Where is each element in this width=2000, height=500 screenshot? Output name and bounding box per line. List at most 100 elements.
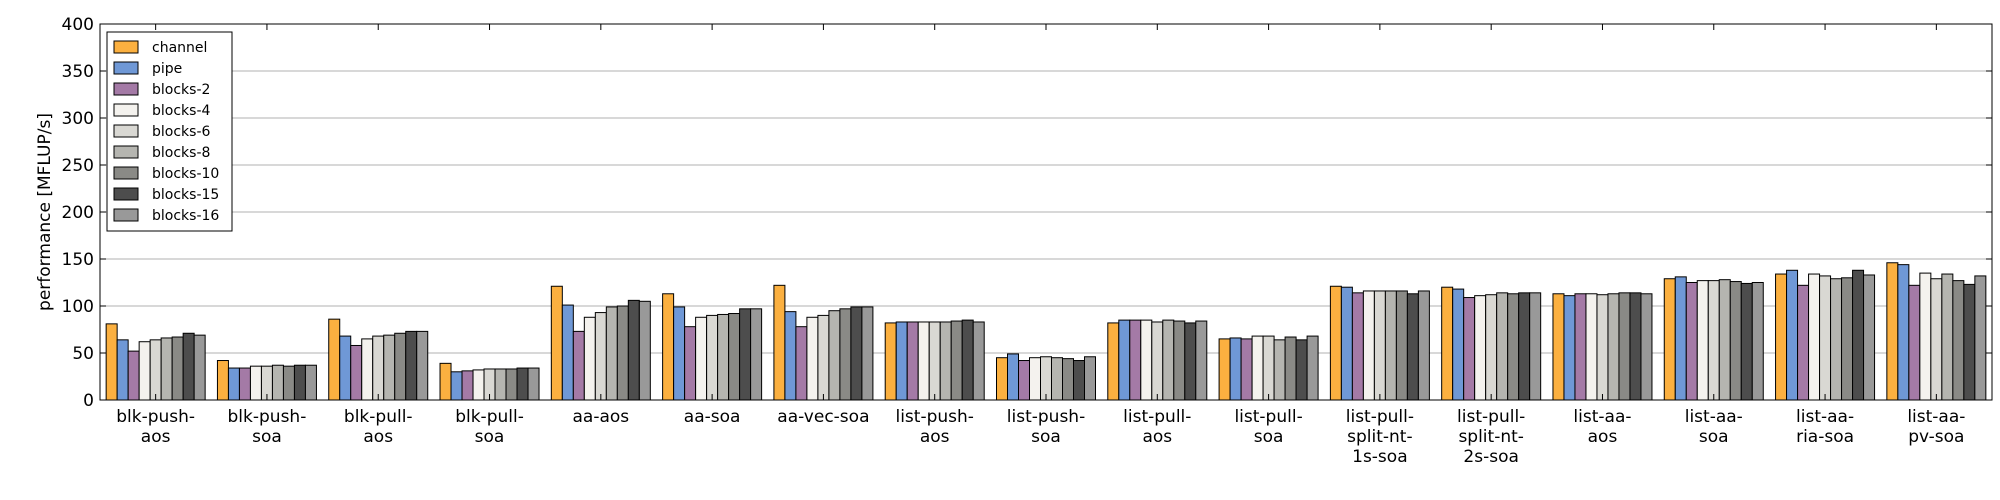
bar-blocks-16	[1084, 356, 1096, 401]
bar-pipe	[895, 321, 908, 401]
y-tick-label: 200	[62, 203, 94, 223]
y-axis: 0 50 100 150 200 250 300 350 400	[62, 15, 1992, 411]
bar-blocks-4	[1808, 273, 1821, 401]
bar-channel	[996, 357, 1008, 401]
bar-blocks-6	[1819, 275, 1832, 401]
bar-blocks-10	[1284, 336, 1297, 401]
bar-blocks-15	[1295, 339, 1308, 401]
bar-blocks-2	[906, 321, 919, 401]
bar-blocks-10	[1395, 290, 1408, 401]
bar-blocks-8	[605, 306, 618, 401]
bar-blocks-4	[583, 316, 596, 401]
bar-blocks-6	[1596, 294, 1609, 401]
legend-swatch-blocks-10	[113, 166, 139, 180]
bar-blocks-2	[1018, 360, 1030, 401]
bar-blocks-2	[1463, 297, 1476, 401]
x-category-label: list-push-soa	[1007, 407, 1085, 447]
bar-blocks-16	[193, 334, 206, 401]
bar-blocks-8	[1051, 357, 1063, 401]
bar-channel	[105, 323, 118, 401]
bar-channel	[884, 322, 897, 401]
bar-blocks-6	[1040, 356, 1052, 401]
y-tick-label: 250	[62, 156, 94, 176]
bar-blocks-10	[1952, 280, 1965, 401]
bar-blocks-4	[249, 365, 262, 401]
bar-pipe	[450, 371, 463, 401]
bar-blocks-16	[527, 367, 540, 401]
bar-blocks-10	[1729, 281, 1742, 401]
bar-blocks-8	[1162, 319, 1175, 401]
bar-blocks-8	[383, 334, 396, 401]
bar-blocks-4	[1919, 272, 1932, 401]
bar-blocks-16	[304, 364, 317, 401]
x-category-label: aa-vec-soa	[777, 407, 869, 427]
legend-label: blocks-8	[152, 145, 210, 161]
bar-pipe	[784, 311, 797, 401]
bar-blocks-16	[1529, 292, 1542, 401]
bar-blocks-2	[1240, 338, 1253, 401]
bar-blocks-6	[1373, 290, 1386, 401]
legend-label: blocks-4	[152, 103, 210, 119]
bar-blocks-8	[939, 321, 952, 401]
bar-blocks-8	[160, 337, 173, 401]
x-category-label: blk-pull-aos	[344, 407, 413, 447]
x-category-label: list-pull-split-nt-2s-soa	[1457, 407, 1525, 467]
bar-blocks-2	[572, 330, 585, 401]
bar-blocks-8	[494, 368, 507, 401]
bar-blocks-10	[616, 305, 629, 401]
bar-blocks-4	[1585, 293, 1598, 401]
x-category-label: list-push-aos	[895, 407, 973, 447]
bar-pipe	[561, 304, 574, 401]
bar-blocks-16	[1751, 282, 1764, 401]
bar-blocks-6	[706, 314, 719, 401]
bar-blocks-2	[1685, 282, 1698, 401]
bar-blocks-6	[149, 339, 162, 401]
bar-blocks-15	[850, 306, 863, 401]
bar-blocks-4	[1251, 335, 1264, 401]
bar-blocks-6	[1151, 321, 1164, 401]
bar-blocks-2	[795, 326, 808, 401]
bar-blocks-8	[1607, 293, 1620, 401]
legend-swatch-pipe	[113, 61, 139, 75]
bar-blocks-16	[1863, 274, 1876, 401]
bar-channel	[1329, 285, 1342, 401]
bar-blocks-4	[917, 321, 930, 401]
bar-blocks-16	[972, 321, 985, 401]
bars	[105, 262, 1987, 401]
bar-blocks-4	[1696, 280, 1709, 401]
bar-blocks-15	[1184, 322, 1197, 401]
bar-blocks-6	[1262, 335, 1275, 401]
bar-blocks-2	[1908, 284, 1921, 401]
legend: channel pipe blocks-2 blocks-4 blocks-6 block…	[106, 31, 233, 232]
y-axis-title: performance [MFLUP/s]	[35, 113, 55, 311]
bar-blocks-4	[1029, 357, 1041, 401]
bar-channel	[1218, 338, 1231, 401]
bar-blocks-16	[750, 308, 763, 401]
legend-label: blocks-2	[152, 82, 210, 98]
bar-blocks-15	[739, 308, 752, 401]
y-tick-label: 300	[62, 109, 94, 129]
bar-blocks-6	[1930, 278, 1943, 401]
bar-blocks-10	[950, 320, 963, 401]
bar-blocks-10	[728, 313, 741, 401]
bar-blocks-6	[928, 321, 941, 401]
legend-label: pipe	[152, 61, 182, 77]
legend-label: blocks-16	[152, 208, 219, 224]
bar-blocks-6	[1707, 280, 1720, 401]
bar-blocks-10	[171, 336, 184, 401]
bar-channel	[1886, 262, 1899, 401]
bar-pipe	[1452, 288, 1465, 401]
bar-pipe	[1786, 269, 1799, 401]
bar-blocks-2	[238, 367, 251, 401]
legend-swatch-blocks-2	[113, 82, 139, 96]
x-category-label: list-aa-pv-soa	[1907, 407, 1965, 447]
bar-blocks-4	[361, 338, 374, 401]
bar-blocks-8	[1273, 339, 1286, 401]
bar-channel	[328, 318, 341, 401]
bar-blocks-8	[271, 364, 284, 401]
bar-blocks-8	[1941, 273, 1954, 401]
bar-channel	[662, 293, 675, 401]
bar-pipe	[116, 339, 129, 401]
x-category-label: list-aa-ria-soa	[1796, 407, 1854, 447]
bar-channel	[216, 360, 229, 401]
